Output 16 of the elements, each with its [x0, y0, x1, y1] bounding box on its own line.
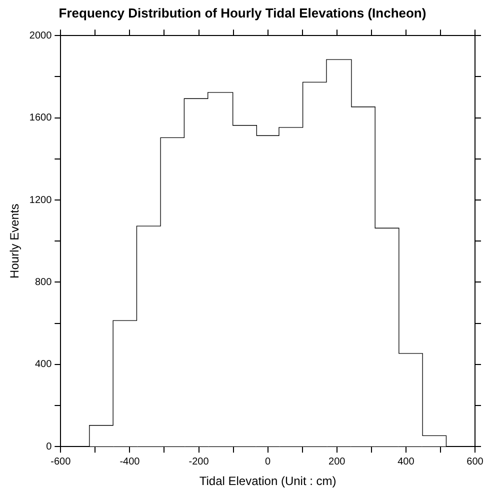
x-tick-label: 200 — [328, 456, 346, 468]
y-tick-label: 0 — [46, 441, 52, 452]
x-tick-label: 600 — [466, 456, 484, 468]
y-tick-label: 400 — [34, 359, 52, 370]
y-tick-label: 1200 — [29, 194, 52, 206]
y-tick-label: 2000 — [29, 30, 52, 42]
y-tick-label: 1600 — [29, 112, 52, 124]
x-tick-label: -200 — [188, 456, 210, 468]
x-axis-title: Tidal Elevation (Unit : cm) — [199, 474, 336, 488]
y-axis-title: Hourly Events — [8, 204, 22, 278]
y-tick-label: 800 — [34, 276, 52, 288]
chart-title: Frequency Distribution of Hourly Tidal Elevations (Incheon) — [58, 5, 426, 20]
x-tick-label: -600 — [50, 456, 72, 468]
x-tick-label: -400 — [120, 456, 140, 468]
x-tick-label: 400 — [398, 456, 415, 468]
x-tick-label: 0 — [265, 456, 272, 468]
